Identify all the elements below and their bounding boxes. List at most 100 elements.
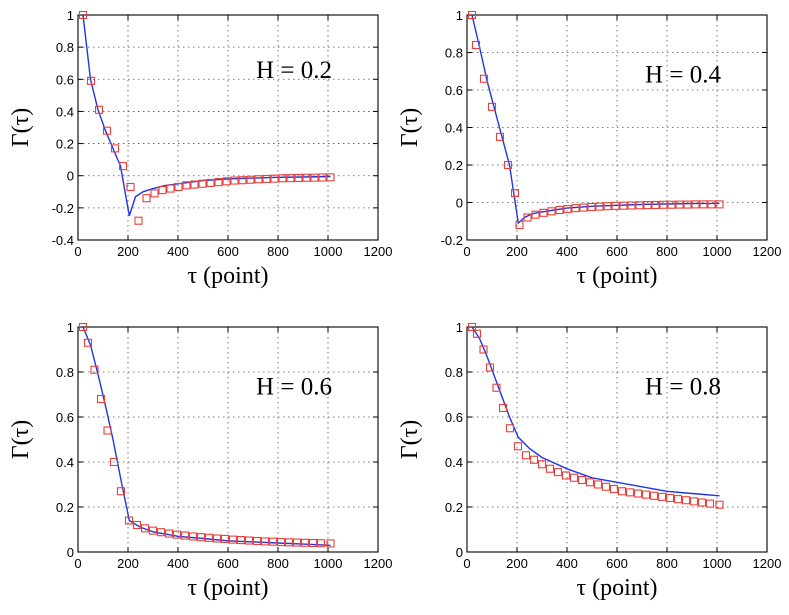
x-tick-label: 600 <box>606 556 628 571</box>
simulation-point <box>116 487 126 496</box>
x-tick-label: 600 <box>606 244 628 259</box>
y-tick-label: 0.4 <box>445 455 463 470</box>
y-tick-label: 0.8 <box>56 365 74 380</box>
simulation-point <box>326 173 335 182</box>
x-tick-label: 800 <box>267 556 289 571</box>
y-tick-label: 0.4 <box>56 455 74 470</box>
y-tick-label: 1 <box>456 320 463 335</box>
y-tick-label: -0.2 <box>52 201 74 216</box>
simulation-point <box>230 176 239 185</box>
simulation-point <box>260 537 270 546</box>
simulation-point <box>627 201 636 210</box>
y-axis-label: Γ(τ) <box>397 108 423 148</box>
simulation-point <box>326 539 335 548</box>
simulation-point <box>603 202 612 211</box>
simulation-point <box>292 538 302 547</box>
simulation-point <box>611 201 620 210</box>
y-tick-label: 0.6 <box>56 410 74 425</box>
simulation-point <box>198 179 207 188</box>
simulation-point <box>90 365 99 374</box>
y-tick-label: 1 <box>67 320 74 335</box>
simulation-point <box>561 471 571 480</box>
hurst-annotation: H = 0.6 <box>256 374 332 401</box>
x-tick-label: 800 <box>656 244 678 259</box>
simulation-point <box>681 496 691 505</box>
chart-panel-1: 0 200 400 600 800 1000 1200 -0.4 -0.2 0 0.2 0.4 0.6 0… <box>8 8 392 289</box>
simulation-point <box>537 460 547 469</box>
x-axis-label: τ (point) <box>188 263 269 289</box>
simulation-point <box>691 200 700 209</box>
simulation-point <box>485 363 495 372</box>
simulation-point <box>150 189 159 198</box>
y-tick-label: 0.6 <box>445 83 463 98</box>
y-tick-label: 0.2 <box>56 500 74 515</box>
simulation-point <box>707 200 716 209</box>
simulation-point <box>553 468 563 477</box>
x-axis-label: τ (point) <box>577 575 658 601</box>
simulation-point <box>515 220 524 230</box>
y-tick-label: 0.8 <box>56 40 74 55</box>
simulation-point <box>308 538 318 548</box>
simulation-point <box>276 538 286 547</box>
simulation-point <box>601 482 611 491</box>
y-tick-label: 0.2 <box>445 500 463 515</box>
x-tick-label: 0 <box>74 244 81 259</box>
x-tick-label: 600 <box>217 556 239 571</box>
simulation-point <box>214 178 223 187</box>
x-tick-label: 1200 <box>364 556 393 571</box>
simulation-point <box>164 529 174 538</box>
simulation-point <box>479 345 488 354</box>
simulation-point <box>228 535 238 544</box>
simulation-point <box>619 201 628 210</box>
y-axis-label: Γ(τ) <box>397 420 423 460</box>
x-tick-label: 200 <box>506 556 528 571</box>
simulation-point <box>617 487 627 496</box>
simulation-point <box>467 322 477 332</box>
y-tick-label: 0 <box>67 169 74 184</box>
x-tick-label: 0 <box>74 556 81 571</box>
simulation-point <box>140 524 150 533</box>
simulation-point <box>675 200 684 209</box>
simulation-point <box>190 180 199 189</box>
simulation-point <box>103 426 112 435</box>
simulation-point <box>109 457 119 467</box>
simulation-point <box>479 74 489 83</box>
simulation-point <box>595 202 604 211</box>
x-tick-label: 1200 <box>753 244 782 259</box>
simulation-point <box>487 102 497 111</box>
simulation-point <box>172 530 182 539</box>
x-tick-label: 800 <box>656 556 678 571</box>
simulation-point <box>222 177 231 186</box>
simulation-point <box>715 200 724 209</box>
y-tick-label: 0.4 <box>56 104 74 119</box>
simulation-point <box>495 132 505 141</box>
y-tick-label: 0 <box>456 196 463 211</box>
simulation-point <box>110 144 120 153</box>
y-tick-label: 1 <box>456 8 463 23</box>
simulation-point <box>472 329 482 338</box>
simulation-point <box>593 480 603 489</box>
simulation-point <box>625 488 635 497</box>
simulation-point <box>521 451 531 460</box>
y-axis-label: Γ(τ) <box>8 420 34 460</box>
x-tick-label: 600 <box>217 244 239 259</box>
simulation-point <box>158 186 167 195</box>
x-axis-label: τ (point) <box>577 263 658 289</box>
simulation-point <box>252 536 262 546</box>
simulation-point <box>577 475 587 485</box>
simulation-point <box>316 539 326 548</box>
hurst-annotation: H = 0.4 <box>645 62 721 89</box>
simulation-point <box>547 207 556 216</box>
x-tick-label: 1000 <box>703 244 732 259</box>
simulation-point <box>689 497 699 506</box>
simulation-point <box>300 538 310 547</box>
simulation-point <box>302 173 311 182</box>
simulation-point <box>683 200 692 209</box>
simulation-point <box>641 490 651 499</box>
simulation-point <box>188 532 198 541</box>
simulation-point <box>102 126 112 135</box>
x-tick-label: 200 <box>117 556 139 571</box>
y-tick-label: 0.6 <box>56 72 74 87</box>
simulation-point <box>156 528 166 537</box>
simulation-point <box>471 40 481 50</box>
